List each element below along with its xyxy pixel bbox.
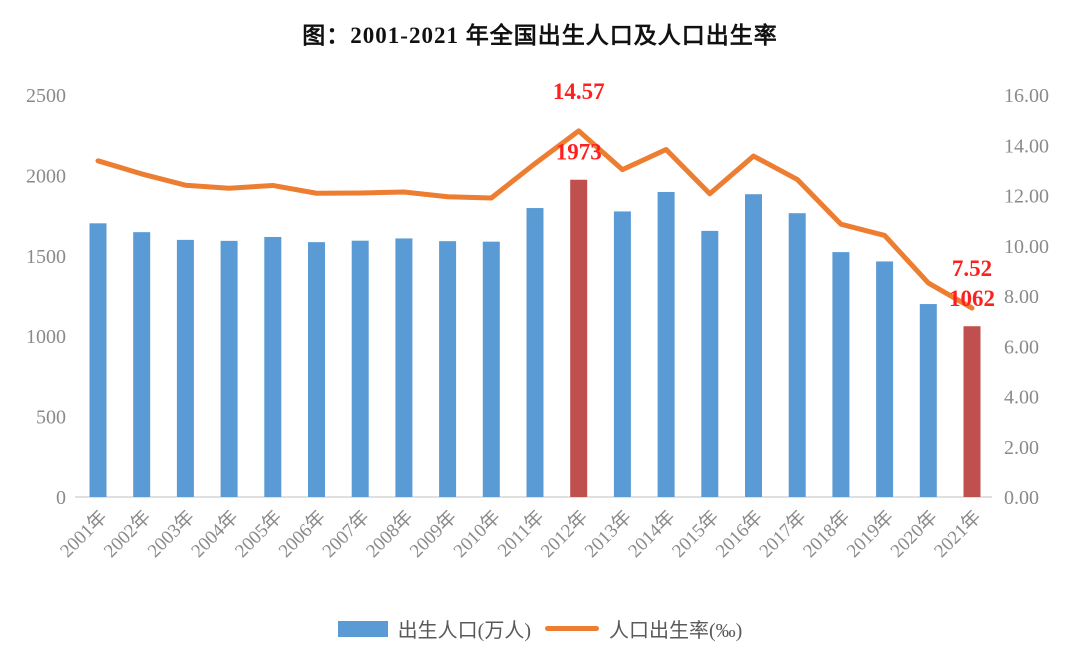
left-axis-tick-label: 2000 — [26, 165, 66, 187]
data-label-7.52: 7.52 — [952, 256, 992, 281]
x-axis-tick-label: 2009年 — [405, 506, 461, 562]
bar-2020年 — [919, 304, 937, 497]
bar-2016年 — [745, 194, 762, 497]
right-axis-tick-label: 16.00 — [1004, 85, 1049, 107]
right-axis-tick-label: 4.00 — [1004, 387, 1039, 409]
x-axis-tick-label: 2008年 — [362, 506, 418, 562]
bar-2007年 — [351, 240, 369, 497]
chart-title: 图：2001-2021 年全国出生人口及人口出生率 — [302, 23, 778, 48]
x-axis-tick-label: 2016年 — [711, 506, 767, 562]
legend-line-label: 人口出生率(‰) — [609, 620, 743, 642]
bar-2001年 — [89, 223, 107, 497]
x-axis-tick-label: 2010年 — [449, 506, 505, 562]
chart-legend: 出生人口(万人) 人口出生率(‰) — [0, 614, 1080, 643]
x-axis-tick-label: 2014年 — [624, 506, 680, 562]
bar-2017年 — [788, 213, 806, 498]
bar-2008年 — [395, 238, 413, 497]
bar-2018年 — [832, 252, 850, 497]
x-axis-tick-label: 2011年 — [493, 506, 548, 561]
left-axis-tick-label: 1500 — [26, 246, 66, 268]
left-axis-tick-label: 2500 — [26, 85, 66, 107]
bar-2005年 — [264, 236, 282, 498]
bar-2013年 — [613, 211, 631, 498]
x-axis-tick-label: 2015年 — [667, 506, 723, 562]
x-axis-tick-label: 2001年 — [56, 506, 112, 562]
bar-2021年 — [963, 326, 981, 497]
left-axis-tick-label: 0 — [56, 487, 66, 509]
bar-2012年 — [570, 179, 588, 498]
x-axis-tick-label: 2007年 — [318, 506, 374, 562]
bar-2002年 — [133, 232, 151, 497]
data-label-14.57: 14.57 — [553, 79, 605, 104]
bar-2006年 — [308, 242, 325, 497]
right-axis-tick-label: 6.00 — [1004, 336, 1039, 358]
x-axis-tick-label: 2003年 — [143, 506, 199, 562]
legend-bar-label: 出生人口(万人) — [397, 620, 531, 642]
right-axis-tick-label: 10.00 — [1004, 236, 1049, 258]
legend-bar-swatch — [337, 620, 388, 637]
data-label-1973: 1973 — [556, 140, 602, 165]
x-axis-tick-label: 2005年 — [230, 506, 286, 562]
left-axis-tick-label: 500 — [36, 407, 66, 429]
x-axis-tick-label: 2012年 — [536, 506, 592, 562]
bar-2015年 — [701, 230, 719, 497]
bar-2014年 — [657, 191, 675, 497]
bar-2003年 — [176, 239, 194, 497]
x-axis-tick-label: 2004年 — [187, 506, 243, 562]
bar-2011年 — [526, 208, 544, 497]
x-axis-tick-label: 2002年 — [99, 506, 155, 562]
x-axis-tick-label: 2020年 — [886, 506, 942, 562]
x-axis-tick-label: 2021年 — [930, 506, 986, 562]
x-axis-tick-label: 2017年 — [755, 506, 811, 562]
right-axis-tick-label: 8.00 — [1004, 286, 1039, 308]
birth-rate-line — [95, 128, 975, 311]
right-axis-tick-label: 0.00 — [1004, 487, 1039, 509]
data-label-1062: 1062 — [949, 286, 995, 311]
legend-line-swatch — [545, 626, 599, 631]
bar-2004年 — [220, 240, 238, 498]
bar-2019年 — [876, 261, 894, 497]
right-axis-tick-label: 2.00 — [1004, 437, 1039, 459]
right-axis-tick-label: 14.00 — [1004, 135, 1049, 157]
right-axis-tick-label: 12.00 — [1004, 186, 1049, 208]
bar-2010年 — [482, 241, 500, 497]
x-axis-tick-label: 2019年 — [842, 506, 898, 562]
x-axis-tick-label: 2018年 — [799, 506, 855, 562]
x-axis-tick-label: 2013年 — [580, 506, 636, 562]
left-axis-tick-label: 1000 — [26, 326, 66, 348]
bar-2009年 — [439, 241, 457, 497]
x-axis-tick-label: 2006年 — [274, 506, 330, 562]
